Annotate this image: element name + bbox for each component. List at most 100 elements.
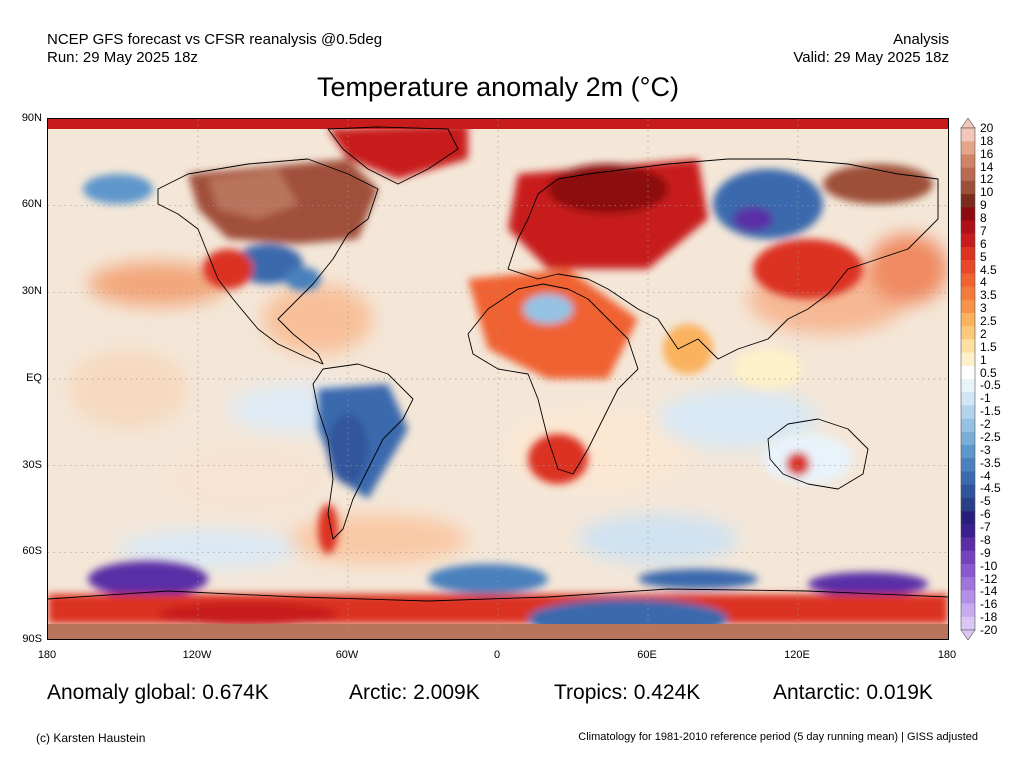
lat-label-90n: 90N xyxy=(21,112,42,124)
colorbar-tick-label: 16 xyxy=(980,146,994,161)
colorbar-swatch xyxy=(961,524,975,538)
colorbar-tick-label: -6 xyxy=(980,507,991,522)
colorbar-tick-label: 20 xyxy=(980,121,994,135)
colorbar-tick-label: 12 xyxy=(980,172,994,187)
colorbar-tick-label: -1 xyxy=(980,391,991,406)
colorbar-tick-label: -2.5 xyxy=(980,429,1001,444)
colorbar-legend: 20 18 16 14 12 10 9 8 7 6 5 4.5 4 3.5 3 2.5 2 1.5 1 0.5 -0.5… xyxy=(958,118,1018,640)
colorbar-tick-label: -12 xyxy=(980,571,998,586)
header-right: Analysis Valid: 29 May 2025 18z xyxy=(793,31,949,67)
valid-time: Valid: 29 May 2025 18z xyxy=(793,49,949,66)
colorbar-swatch xyxy=(961,418,975,433)
colorbar-swatch xyxy=(961,154,975,168)
colorbar-swatch xyxy=(961,577,975,591)
colorbar-swatch xyxy=(961,273,975,287)
lon-label-120e: 120E xyxy=(784,649,810,661)
colorbar-swatch xyxy=(961,299,975,314)
colorbar-tick-label: 10 xyxy=(980,185,994,200)
lat-label-90s: 90S xyxy=(22,633,42,645)
colorbar-tick-label: 2.5 xyxy=(980,314,997,329)
lon-label-60e: 60E xyxy=(637,649,657,661)
colorbar-tick-label: 18 xyxy=(980,133,994,148)
colorbar-tick-label: 2 xyxy=(980,326,987,341)
lat-label-60n: 60N xyxy=(21,198,42,210)
stat-antarctic: Antarctic: 0.019K xyxy=(773,681,933,704)
colorbar-tick-label: -1.5 xyxy=(980,404,1001,419)
colorbar-tick-label: -5 xyxy=(980,494,991,509)
colorbar-tick-label: 1 xyxy=(980,352,987,367)
colorbar-tick-label: -14 xyxy=(980,584,998,599)
colorbar-swatch xyxy=(961,431,975,446)
colorbar-tick-label: -10 xyxy=(980,558,998,573)
colorbar-swatch xyxy=(961,128,975,142)
colorbar-tick-label: -3.5 xyxy=(980,455,1001,470)
colorbar-graphic xyxy=(960,118,976,640)
colorbar-tick-label: 8 xyxy=(980,211,987,226)
colorbar-swatch xyxy=(961,458,975,472)
colorbar-tick-label: -0.5 xyxy=(980,378,1001,393)
colorbar-swatch xyxy=(961,141,975,155)
anomaly-map-graphic xyxy=(48,119,948,639)
colorbar-swatch xyxy=(961,180,975,195)
map-title: Temperature anomaly 2m (°C) xyxy=(317,72,679,102)
land-anomalies xyxy=(48,124,948,639)
graticule xyxy=(48,119,948,639)
colorbar-swatch xyxy=(961,326,975,340)
colorbar-swatch xyxy=(961,405,975,419)
colorbar-tick-label: 14 xyxy=(980,159,994,174)
colorbar-swatch xyxy=(961,537,975,552)
colorbar-swatch xyxy=(961,365,975,380)
lat-label-eq: EQ xyxy=(26,372,42,384)
colorbar-tick-label: -9 xyxy=(980,545,991,560)
anomaly-map xyxy=(47,118,949,640)
colorbar-tick-label: 1.5 xyxy=(980,339,997,354)
lon-label-0: 0 xyxy=(493,649,501,661)
colorbar-tick-label: 6 xyxy=(980,236,987,251)
colorbar-swatch xyxy=(961,550,975,565)
run-time: Run: 29 May 2025 18z xyxy=(47,49,198,66)
lon-label-60w: 60W xyxy=(335,649,359,661)
colorbar-swatch xyxy=(961,260,975,274)
colorbar-max-arrow xyxy=(960,118,976,129)
colorbar-tick-label: 4 xyxy=(980,275,987,290)
colorbar-swatch xyxy=(961,445,975,459)
colorbar-swatch xyxy=(961,339,975,353)
colorbar-swatch xyxy=(961,207,975,221)
header-left: NCEP GFS forecast vs CFSR reanalysis @0.… xyxy=(47,31,382,67)
climatology-note: Climatology for 1981-2010 reference peri… xyxy=(578,731,978,743)
colorbar-swatch xyxy=(961,616,975,631)
stat-tropics: Tropics: 0.424K xyxy=(554,681,701,704)
colorbar-tick-label: -20 xyxy=(980,623,998,637)
colorbar-swatch xyxy=(961,511,975,525)
colorbar-swatch xyxy=(961,590,975,604)
colorbar-tick-label: 5 xyxy=(980,249,987,264)
stat-global: Anomaly global: 0.674K xyxy=(47,681,269,704)
lat-label-30n: 30N xyxy=(21,285,42,297)
colorbar-min-arrow xyxy=(960,629,976,640)
arctic-band xyxy=(48,119,948,129)
colorbar-swatch xyxy=(961,246,975,261)
colorbar-swatch xyxy=(961,563,975,578)
coastlines xyxy=(48,126,948,602)
lon-label-180e: 180 xyxy=(937,649,957,661)
lat-label-30s: 30S xyxy=(22,459,42,471)
colorbar-swatch xyxy=(961,233,975,248)
lon-label-120w: 120W xyxy=(182,649,212,661)
colorbar-swatch xyxy=(961,286,975,301)
stat-arctic: Arctic: 2.009K xyxy=(349,681,480,704)
copyright: (c) Karsten Haustein xyxy=(36,731,146,745)
lon-label-180w: 180 xyxy=(37,649,57,661)
colorbar-tick-label: 3.5 xyxy=(980,288,997,303)
colorbar-swatch xyxy=(961,471,975,485)
colorbar-tick-label: 3 xyxy=(980,301,987,316)
colorbar-tick-label: 4.5 xyxy=(980,262,997,277)
colorbar-swatch xyxy=(961,392,975,406)
colorbar-tick-label: -7 xyxy=(980,520,991,535)
colorbar-tick-label: -4.5 xyxy=(980,481,1001,496)
colorbar-tick-label: -18 xyxy=(980,610,998,625)
colorbar-tick-label: -3 xyxy=(980,442,991,457)
colorbar-tick-label: -2 xyxy=(980,417,991,432)
lat-label-60s: 60S xyxy=(22,545,42,557)
colorbar-tick-label: -16 xyxy=(980,597,998,612)
colorbar-swatch xyxy=(961,603,975,618)
